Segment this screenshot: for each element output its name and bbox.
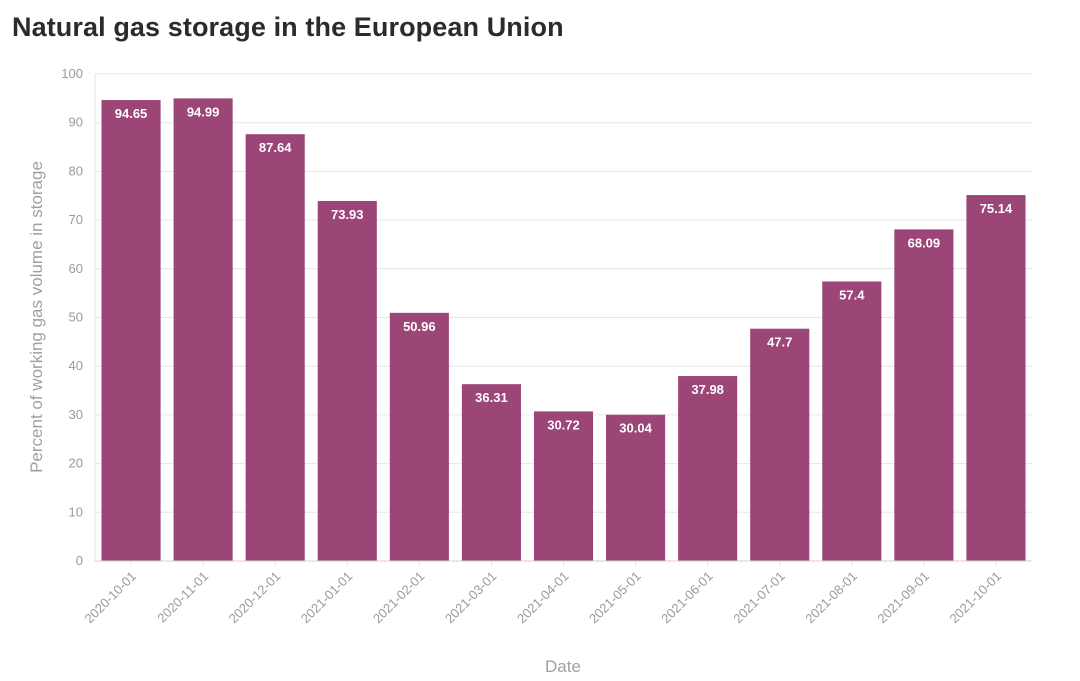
- bar[interactable]: [245, 134, 305, 561]
- bar[interactable]: [389, 312, 449, 561]
- bar-value-label: 87.64: [259, 140, 292, 155]
- x-tick-label: 2021-06-01: [658, 569, 716, 627]
- x-axis-ticks: 2020-10-01 2020-11-01 2020-12-01 2021-01-01…: [82, 560, 1032, 627]
- x-tick-label: 2021-10-01: [946, 569, 1004, 627]
- bar-value-label: 57.4: [839, 287, 865, 302]
- y-tick-label: 70: [69, 212, 83, 227]
- bar-value-label: 75.14: [980, 201, 1013, 216]
- x-tick-label: 2021-09-01: [874, 569, 932, 627]
- bar[interactable]: [678, 376, 738, 561]
- bar[interactable]: [101, 100, 161, 561]
- bar[interactable]: [533, 411, 594, 561]
- bar-value-label: 73.93: [331, 207, 364, 222]
- bar-value-label: 30.72: [547, 417, 580, 432]
- x-tick-label: 2020-10-01: [82, 569, 140, 627]
- y-tick-label: 50: [69, 310, 83, 325]
- y-axis-ticks: 0 10 20 30 40 50 60 70 80 90 100: [61, 66, 83, 568]
- bar-value-label: 37.98: [691, 382, 724, 397]
- bar-value-label: 30.04: [619, 421, 652, 436]
- bar[interactable]: [317, 200, 377, 561]
- chart-title: Natural gas storage in the European Unio…: [12, 12, 564, 42]
- bar-value-label: 47.7: [767, 335, 792, 350]
- x-axis-label: Date: [545, 657, 581, 676]
- y-tick-label: 0: [76, 553, 83, 568]
- x-tick-label: 2021-02-01: [370, 569, 428, 627]
- y-tick-label: 30: [69, 407, 83, 422]
- bar-value-label: 94.65: [115, 106, 148, 121]
- bar[interactable]: [173, 98, 233, 562]
- x-tick-label: 2021-01-01: [298, 569, 356, 627]
- bar[interactable]: [966, 195, 1026, 561]
- x-tick-label: 2021-08-01: [802, 569, 860, 627]
- x-tick-label: 2021-04-01: [514, 569, 572, 627]
- bar[interactable]: [750, 328, 810, 561]
- bar[interactable]: [461, 384, 521, 561]
- y-tick-label: 20: [69, 456, 83, 471]
- y-tick-label: 10: [69, 504, 83, 519]
- bar-value-label: 36.31: [475, 390, 508, 405]
- y-tick-label: 100: [61, 66, 83, 81]
- bar-value-label: 50.96: [403, 319, 436, 334]
- bar[interactable]: [822, 281, 882, 561]
- y-tick-label: 40: [69, 358, 83, 373]
- bar-value-label: 68.09: [908, 235, 941, 250]
- y-tick-label: 90: [69, 115, 83, 130]
- y-tick-label: 60: [69, 261, 83, 276]
- x-tick-label: 2020-12-01: [226, 569, 284, 627]
- bar-value-label: 94.99: [187, 104, 220, 119]
- y-tick-label: 80: [69, 163, 83, 178]
- x-tick-label: 2021-03-01: [442, 569, 500, 627]
- bars: 94.65 94.99 87.64 73.93 50.96 36.31 30.72 30.04…: [101, 98, 1026, 562]
- bar[interactable]: [894, 229, 954, 561]
- x-tick-label: 2020-11-01: [154, 569, 211, 626]
- bar[interactable]: [606, 414, 666, 561]
- x-tick-label: 2021-05-01: [586, 569, 644, 627]
- y-axis-label: Percent of working gas volume in storage: [27, 161, 46, 473]
- x-tick-label: 2021-07-01: [730, 569, 788, 627]
